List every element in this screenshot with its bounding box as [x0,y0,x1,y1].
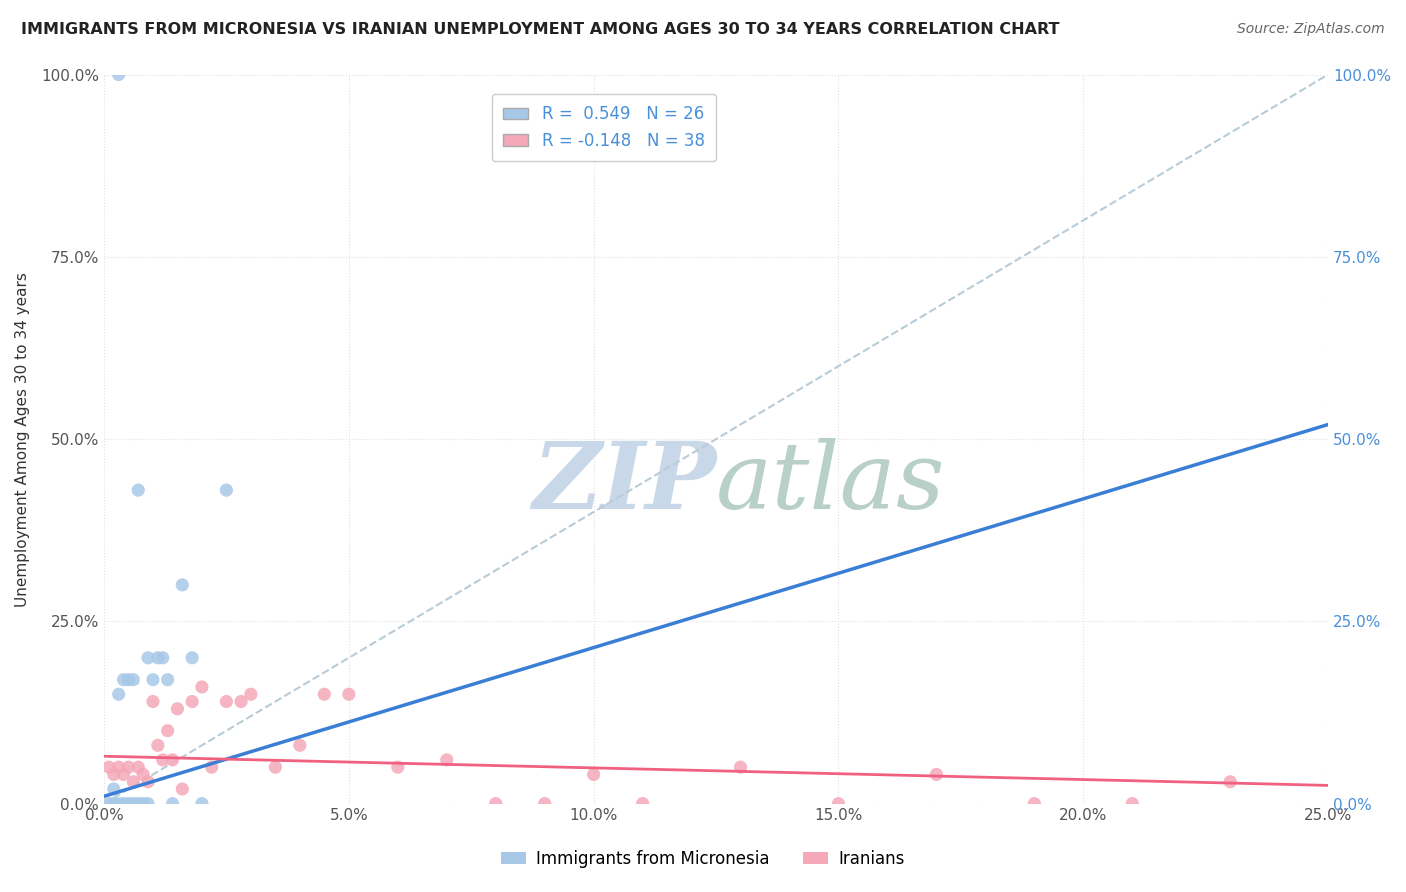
Point [103,782,125,797]
Point [181,694,204,708]
Point [156,723,179,738]
Point [112,797,135,811]
Point [107,760,129,774]
Point [436,753,458,767]
Point [117,673,139,687]
Point [314,687,336,701]
Point [132,797,155,811]
Point [1121,797,1143,811]
Point [146,650,169,665]
Point [156,673,179,687]
Point [142,694,165,708]
Point [288,739,311,753]
Point [582,767,605,781]
Point [485,797,508,811]
Point [127,483,149,497]
Point [112,767,135,781]
Point [136,774,159,789]
Point [730,760,752,774]
Point [215,483,238,497]
Point [201,760,224,774]
Text: IMMIGRANTS FROM MICRONESIA VS IRANIAN UNEMPLOYMENT AMONG AGES 30 TO 34 YEARS COR: IMMIGRANTS FROM MICRONESIA VS IRANIAN UN… [21,22,1060,37]
Point [533,797,555,811]
Point [146,739,169,753]
Point [239,687,262,701]
Point [107,68,129,82]
Point [117,797,139,811]
Y-axis label: Unemployment Among Ages 30 to 34 years: Unemployment Among Ages 30 to 34 years [15,272,30,607]
Point [97,797,120,811]
Legend: Immigrants from Micronesia, Iranians: Immigrants from Micronesia, Iranians [495,844,911,875]
Point [152,650,174,665]
Point [132,767,155,781]
Point [112,673,135,687]
Point [925,767,948,781]
Point [103,767,125,781]
Point [337,687,360,701]
Point [97,760,120,774]
Point [215,694,238,708]
Point [136,650,159,665]
Point [181,650,204,665]
Point [136,797,159,811]
Point [172,578,194,592]
Point [166,702,188,716]
Point [127,797,149,811]
Point [229,694,252,708]
Point [827,797,849,811]
Point [162,753,184,767]
Point [103,797,125,811]
Point [191,680,214,694]
Point [122,774,145,789]
Point [152,753,174,767]
Text: ZIP: ZIP [531,438,716,528]
Point [162,797,184,811]
Point [1219,774,1241,789]
Point [264,760,287,774]
Point [122,673,145,687]
Point [142,673,165,687]
Point [127,760,149,774]
Text: atlas: atlas [716,438,946,528]
Point [107,687,129,701]
Point [1024,797,1046,811]
Point [387,760,409,774]
Point [631,797,654,811]
Point [117,760,139,774]
Point [122,797,145,811]
Point [191,797,214,811]
Text: Source: ZipAtlas.com: Source: ZipAtlas.com [1237,22,1385,37]
Legend: R =  0.549   N = 26, R = -0.148   N = 38: R = 0.549 N = 26, R = -0.148 N = 38 [492,94,717,161]
Point [107,797,129,811]
Point [172,782,194,797]
